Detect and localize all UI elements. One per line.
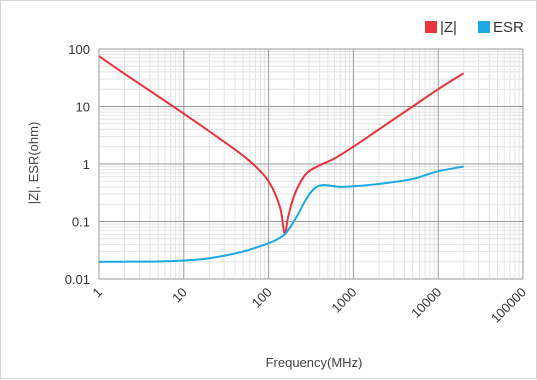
tick-labels: 0.01 0.1 1 10 100 1 10 100 1000 10000 100000 [65,42,529,326]
legend-label-esr: ESR [493,19,524,36]
y-tick-label: 10 [76,100,90,115]
legend-swatch-esr [478,21,490,33]
legend-item-esr[interactable]: ESR [478,19,524,36]
x-tick-label: 1 [89,285,105,301]
y-tick-label: 100 [68,42,90,57]
y-tick-label: 0.01 [65,272,90,287]
x-tick-label: 100000 [488,285,529,326]
y-tick-label: 0.1 [72,215,90,230]
legend-label-z: |Z| [440,19,457,36]
grid-lines [98,48,524,280]
series-line-z [98,55,465,236]
legend-item-z[interactable]: |Z| [425,19,457,36]
x-tick-label: 1000 [328,285,359,316]
y-axis-label: |Z|, ESR(ohm) [26,122,41,205]
series-line-esr [98,165,464,263]
legend-swatch-z [425,21,437,33]
legend[interactable]: |Z| ESR [425,19,524,36]
series-lines [98,55,465,263]
x-tick-label: 100 [249,285,275,311]
x-tick-label: 10000 [408,285,444,321]
x-axis-label: Frequency(MHz) [266,355,363,370]
x-tick-label: 10 [169,285,190,306]
y-tick-label: 1 [83,157,90,172]
